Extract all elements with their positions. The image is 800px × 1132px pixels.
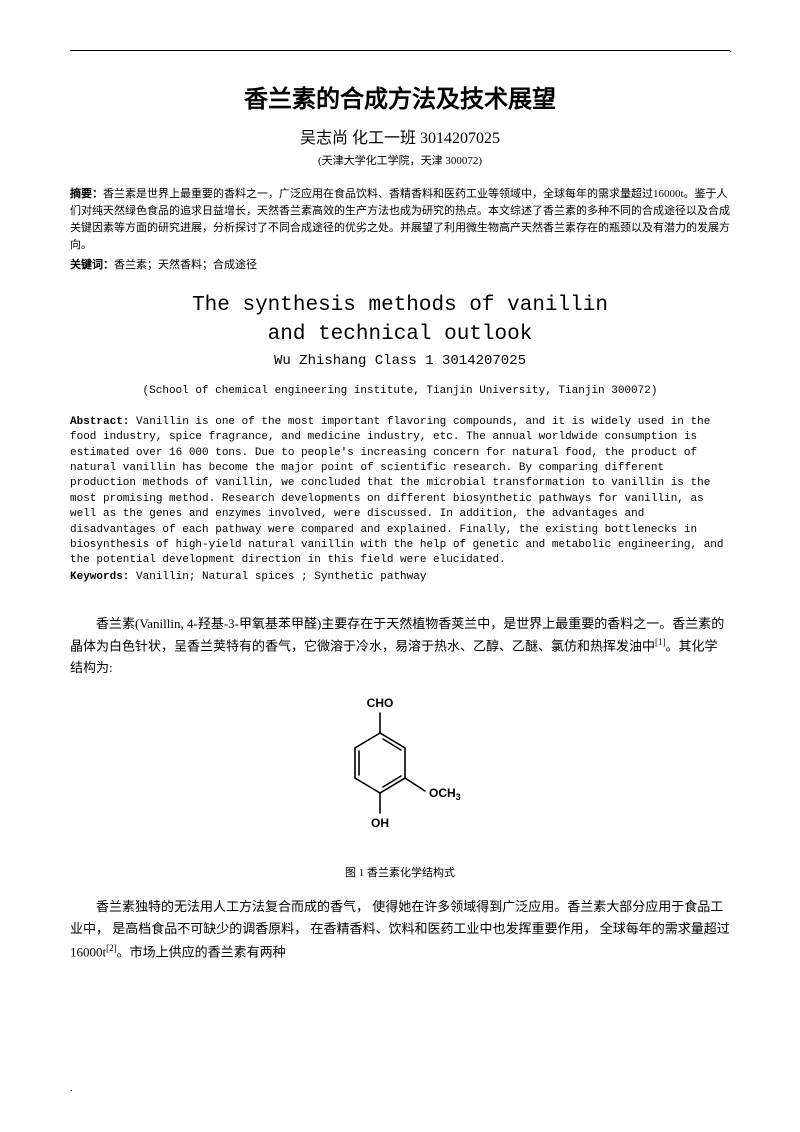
- footer-dot: .: [70, 1083, 73, 1094]
- title-english: The synthesis methods of vanillin and te…: [70, 292, 730, 349]
- abstract-english: Abstract: Vanillin is one of the most im…: [70, 415, 730, 569]
- figure-1-caption: 图 1 香兰素化学结构式: [70, 864, 730, 880]
- keywords-english: Keywords: Vanillin; Natural spices ; Syn…: [70, 571, 730, 583]
- label-cho: CHO: [367, 696, 394, 710]
- abstract-english-text: Vanillin is one of the most important fl…: [70, 416, 724, 567]
- para2-text-b: 。市场上供应的香兰素有两种: [117, 944, 286, 959]
- abstract-chinese-text: 香兰素是世界上最重要的香料之一，广泛应用在食品饮料、香精香料和医药工业等领域中，…: [70, 188, 730, 251]
- keywords-chinese-text: 香兰素；天然香料；合成途径: [114, 259, 257, 271]
- vanillin-structure-icon: CHO OCH3 OH: [325, 693, 475, 853]
- keywords-chinese: 关键词：香兰素；天然香料；合成途径: [70, 256, 730, 272]
- title-english-line1: The synthesis methods of vanillin: [192, 294, 608, 317]
- abstract-chinese: 摘要：香兰素是世界上最重要的香料之一，广泛应用在食品饮料、香精香料和医药工业等领…: [70, 186, 730, 254]
- body-paragraph-2: 香兰素独特的无法用人工方法复合而成的香气， 使得她在许多领域得到广泛应用。香兰素…: [70, 896, 730, 963]
- body-paragraph-1: 香兰素(Vanillin, 4-羟基-3-甲氧基苯甲醛)主要存在于天然植物香荚兰…: [70, 613, 730, 680]
- abstract-english-label: Abstract:: [70, 416, 136, 428]
- label-och3: OCH3: [429, 786, 461, 802]
- figure-1: CHO OCH3 OH 图 1 香兰素化学结构式: [70, 693, 730, 880]
- affiliation-chinese: (天津大学化工学院，天津 300072): [70, 152, 730, 168]
- header-dot: .: [730, 44, 733, 55]
- keywords-chinese-label: 关键词：: [70, 259, 114, 271]
- top-rule: [70, 50, 730, 51]
- keywords-english-text: Vanillin; Natural spices ; Synthetic pat…: [136, 571, 426, 583]
- author-chinese: 吴志尚 化工一班 3014207025: [70, 124, 730, 148]
- abstract-chinese-label: 摘要：: [70, 188, 103, 200]
- para2-ref: [2]: [106, 943, 117, 953]
- keywords-english-label: Keywords:: [70, 571, 136, 583]
- title-chinese: 香兰素的合成方法及技术展望: [70, 79, 730, 114]
- label-oh: OH: [371, 816, 389, 830]
- author-english: Wu Zhishang Class 1 3014207025: [70, 353, 730, 369]
- affiliation-english: (School of chemical engineering institut…: [70, 385, 730, 397]
- para1-ref: [1]: [655, 637, 666, 647]
- title-english-line2: and technical outlook: [268, 323, 533, 346]
- para1-text-a: 香兰素(Vanillin, 4-羟基-3-甲氧基苯甲醛)主要存在于天然植物香荚兰…: [70, 616, 724, 653]
